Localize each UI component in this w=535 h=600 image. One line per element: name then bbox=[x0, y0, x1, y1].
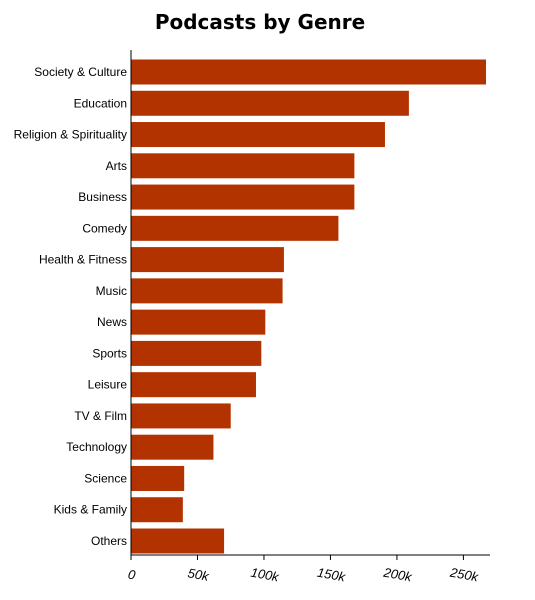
bar bbox=[131, 122, 385, 148]
bar bbox=[131, 215, 339, 241]
category-label: Science bbox=[84, 471, 127, 485]
bar bbox=[131, 153, 355, 179]
bar bbox=[131, 497, 183, 523]
bar bbox=[131, 340, 262, 366]
x-tick-label: 150k bbox=[316, 565, 348, 585]
x-tick-label: 50k bbox=[187, 565, 212, 584]
category-label: Music bbox=[96, 284, 127, 298]
category-label: Leisure bbox=[88, 378, 128, 392]
bar bbox=[131, 403, 231, 429]
bar bbox=[131, 184, 355, 210]
bar bbox=[131, 309, 266, 335]
bar bbox=[131, 465, 185, 491]
category-label: Sports bbox=[92, 346, 127, 360]
chart-title: Podcasts by Genre bbox=[154, 10, 366, 34]
category-label: Arts bbox=[106, 159, 127, 173]
category-label: TV & Film bbox=[74, 409, 127, 423]
category-label: Society & Culture bbox=[34, 65, 127, 79]
bars-group bbox=[131, 59, 487, 554]
category-label: Business bbox=[78, 190, 127, 204]
bar bbox=[131, 372, 256, 398]
category-label: Comedy bbox=[82, 221, 127, 235]
category-label: Others bbox=[91, 534, 127, 548]
bar bbox=[131, 247, 284, 273]
bar bbox=[131, 278, 283, 304]
x-axis: 0 50k 100k 150k 200k 250k bbox=[127, 50, 490, 585]
category-labels: Society & Culture Education Religion & Spi… bbox=[14, 65, 128, 548]
category-label: Religion & Spirituality bbox=[14, 128, 127, 142]
category-label: Kids & Family bbox=[54, 503, 127, 517]
x-tick-label: 250k bbox=[448, 565, 481, 585]
x-tick-label: 100k bbox=[250, 565, 282, 585]
x-tick-label: 0 bbox=[127, 567, 137, 583]
bar bbox=[131, 434, 214, 460]
category-label: Health & Fitness bbox=[39, 253, 127, 267]
bar bbox=[131, 59, 487, 85]
category-label: Technology bbox=[66, 440, 127, 454]
bar bbox=[131, 528, 225, 554]
x-tick-label: 200k bbox=[382, 565, 415, 585]
category-label: News bbox=[97, 315, 127, 329]
bar bbox=[131, 90, 409, 116]
category-label: Education bbox=[74, 96, 127, 110]
